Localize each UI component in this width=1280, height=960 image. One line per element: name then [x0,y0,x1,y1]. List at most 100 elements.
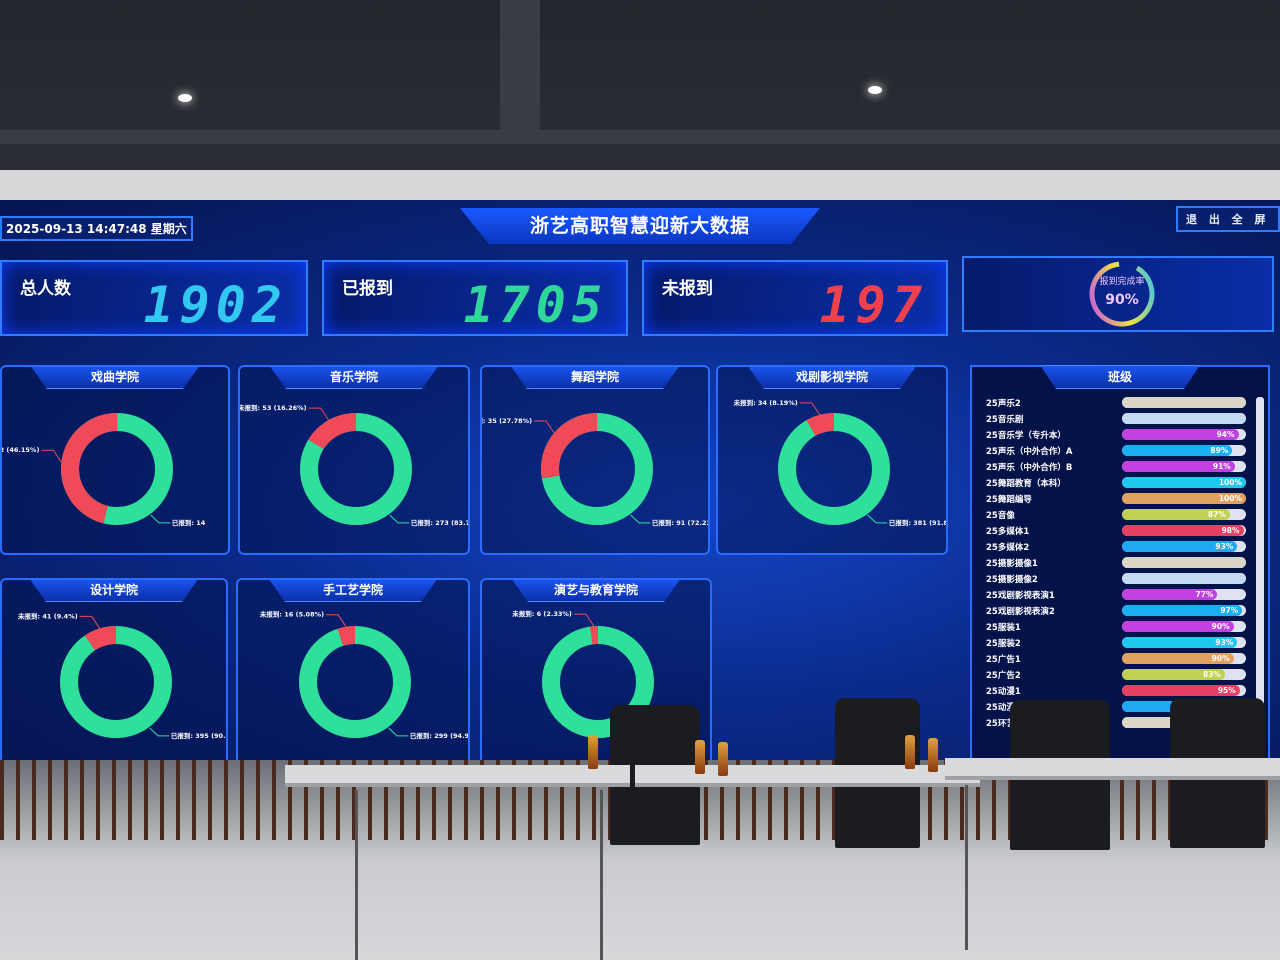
class-row: 25戏剧影视表演2 97% [986,603,1256,619]
progress-bar: 100% [1122,493,1246,504]
progress-bar: 98% [1122,525,1246,536]
class-row: 25动漫1 95% [986,683,1256,699]
unreported-slice [299,626,411,738]
progress-fill: 90% [1122,653,1234,664]
progress-bar: 94% [1122,429,1246,440]
class-name: 25多媒体2 [986,543,1030,553]
donut-panel: 舞蹈学院 未报到: 35 (27.78%) 已报到: 91 (72.22%) [480,365,710,555]
class-row: 25声乐（中外合作）A 89% [986,443,1256,459]
class-name: 25动漫2 [986,703,1021,713]
unreported-label: 未报到: 34 (8.19%) [734,398,798,407]
class-panel: 班级 25声乐2 25音乐剧 25音乐学（专升本） 94% 25声乐（中外合作）A… [970,365,1270,760]
leader-line [867,514,888,524]
ceiling [0,0,1280,200]
datetime: 2025-09-13 14:47:48 星期六 [0,216,193,241]
stat-reported: 已报到 1705 [322,260,628,336]
donut-title: 舞蹈学院 [510,367,680,389]
leader-line [326,614,347,627]
class-row: 25多媒体2 93% [986,539,1256,555]
progress-fill: 89% [1122,445,1233,456]
progress-bar: 97% [1122,605,1246,616]
class-name: 25音乐学（专升本） [986,431,1066,441]
progress-fill: 97% [1122,605,1243,616]
class-name: 25声乐（中外合作）A [986,447,1073,457]
progress-bar: 77% [1122,589,1246,600]
class-name: 25舞蹈编导 [986,495,1032,505]
reported-label: 已报到: 395 (90.6%) [171,731,228,740]
class-row: 25声乐2 [986,395,1256,411]
progress-bar: 90% [1122,653,1246,664]
rate-gauge: 报到完成率 90% [1089,261,1155,327]
class-name: 25广告1 [986,655,1021,665]
class-name: 25音乐剧 [986,415,1024,425]
class-name: 25广告2 [986,671,1021,681]
leader-line [573,613,595,627]
stat-value: 1902 [143,276,288,334]
progress-fill [1122,413,1246,424]
table [945,758,1280,780]
leader-line [308,407,330,421]
unreported-label: 未报到: 6 (2.33%) [512,609,572,618]
rate-value: 90% [1105,292,1139,308]
wall [0,170,1280,200]
unreported-label: 未报到: 12 (46.15%) [2,445,39,454]
stat-label: 总人数 [20,279,71,299]
progress-pct: 83% [1202,670,1221,679]
unreported-slice [61,413,173,525]
leader-line [630,514,651,524]
ceiling-light [178,94,192,102]
exit-fullscreen-button[interactable]: 退 出 全 屏 [1176,206,1280,232]
leader-line [799,402,821,416]
leader-line [150,514,171,524]
progress-bar [1122,413,1246,424]
dashboard-screen: 2025-09-13 14:47:48 星期六 浙艺高职智慧迎新大数据 退 出 … [0,200,1280,760]
unreported-slice [542,626,654,738]
progress-pct: 87% [1207,510,1226,519]
progress-fill: 87% [1122,509,1230,520]
leader-line [79,615,101,629]
progress-bar [1122,397,1246,408]
page-title: 浙艺高职智慧迎新大数据 [460,208,820,244]
leader-line [149,727,170,737]
leader-line [388,727,409,737]
bottle [718,742,728,776]
donut-title: 手工艺学院 [268,580,438,602]
class-row: 25舞蹈教育（本科） 100% [986,475,1256,491]
progress-fill: 98% [1122,525,1244,536]
progress-pct: 89% [1210,446,1229,455]
rate-label: 报到完成率 [1099,275,1144,287]
scrollbar[interactable] [1256,397,1264,752]
unreported-slice [60,626,172,738]
ceiling-beam [500,0,540,140]
class-name: 25舞蹈教育（本科） [986,479,1066,489]
leader-line [534,420,555,434]
progress-fill: 91% [1122,461,1235,472]
class-row: 25广告2 83% [986,667,1256,683]
progress-pct: 100% [1218,478,1242,487]
progress-bar: 83% [1122,669,1246,680]
reported-label: 已报到: 91 (72.22%) [652,518,710,527]
class-row: 25舞蹈编导 100% [986,491,1256,507]
stat-value: 197 [819,276,928,334]
progress-fill: 94% [1122,429,1239,440]
progress-pct: 90% [1211,654,1230,663]
class-row: 25摄影摄像2 [986,571,1256,587]
class-name: 25声乐2 [986,399,1021,409]
bottle [928,738,938,772]
table-leg [355,790,358,960]
reported-slice [542,626,654,738]
class-name: 25服装2 [986,639,1021,649]
ceiling-beam [0,130,1280,144]
class-panel-title: 班级 [1040,365,1200,389]
class-row: 25音乐学（专升本） 94% [986,427,1256,443]
class-row: 25多媒体1 98% [986,523,1256,539]
class-name: 25动漫1 [986,687,1021,697]
class-row: 25音乐剧 [986,411,1256,427]
stat-total: 总人数 1902 [0,260,308,336]
completion-rate: 报到完成率 90% [962,256,1274,332]
class-row: 25声乐（中外合作）B 91% [986,459,1256,475]
donut-title: 戏曲学院 [30,367,200,389]
donut-panel: 设计学院 未报到: 41 (9.4%) 已报到: 395 (90.6%) [0,578,228,760]
progress-pct: 97% [1220,606,1239,615]
reported-label: 已报到: 381 (91.81%) [889,518,948,527]
